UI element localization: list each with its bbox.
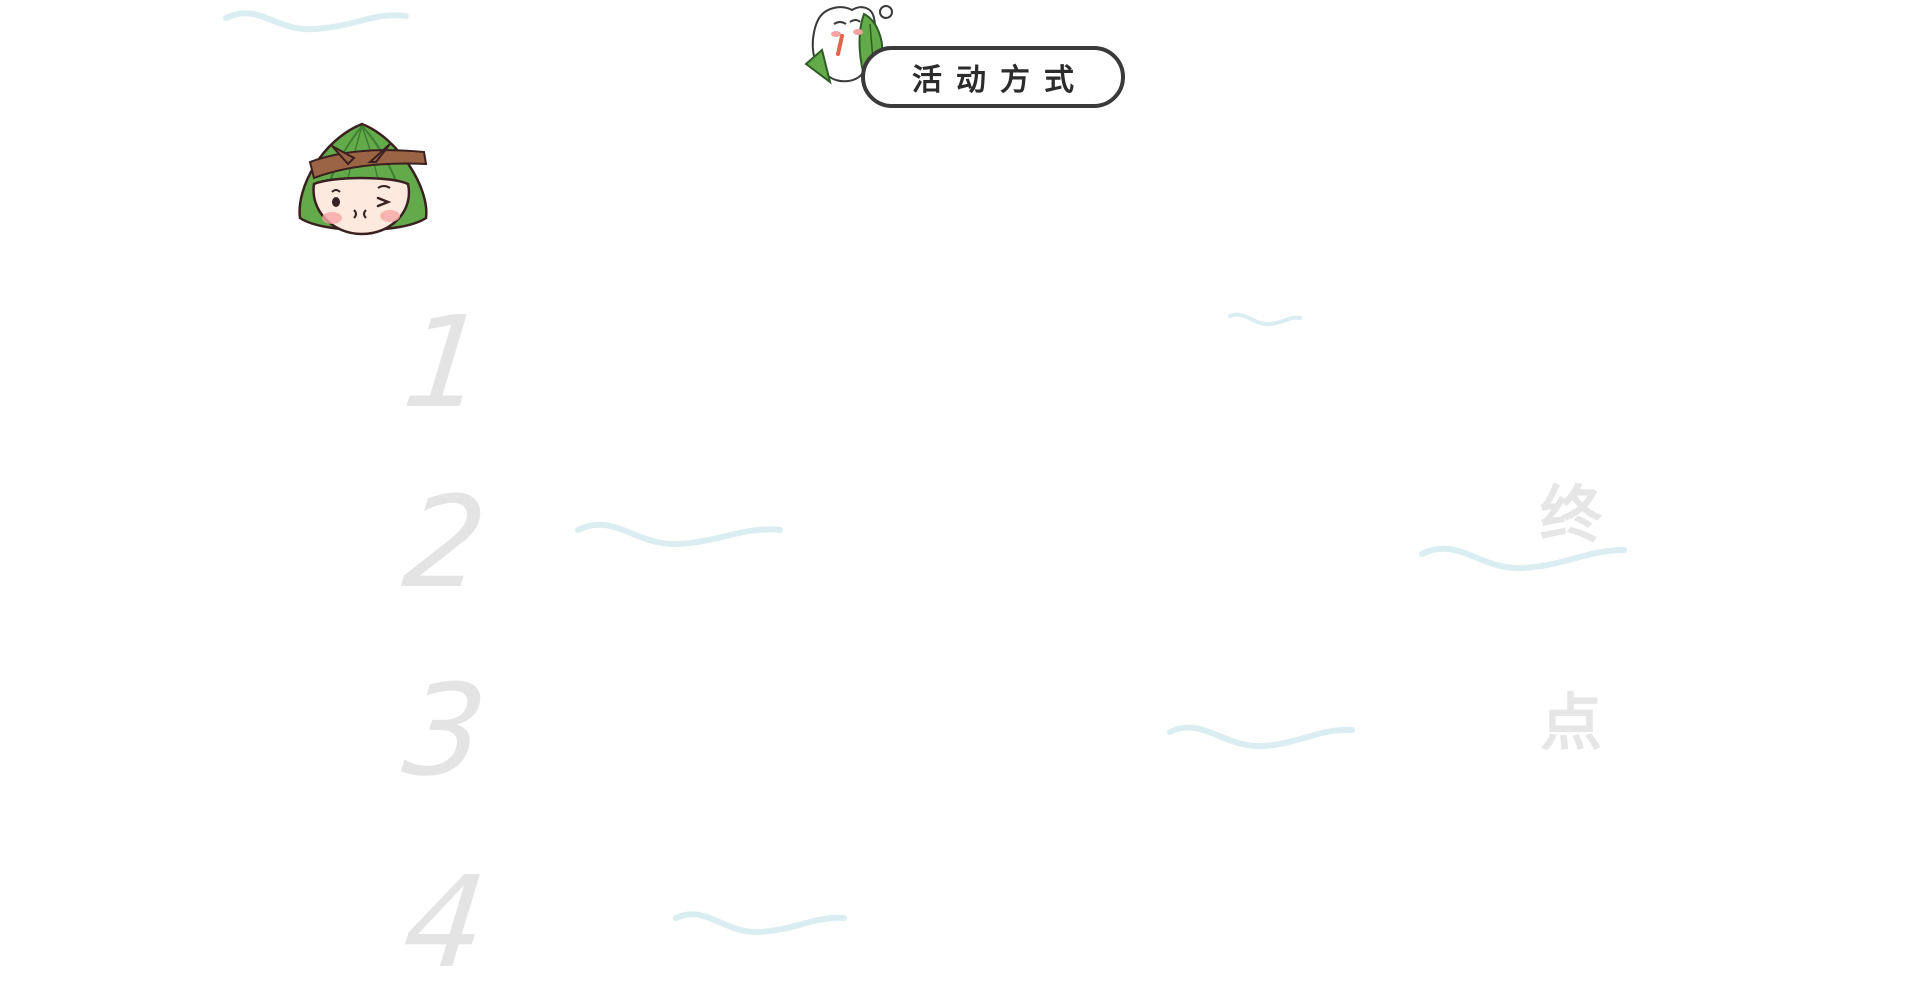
step-number-1: 1 [397, 289, 493, 436]
tooth-with-zongzi-leaf-icon [804, 5, 893, 85]
side-char-dian: 点 [1539, 686, 1602, 759]
wave-decoration-upper-right-small [1228, 312, 1302, 327]
wave-decoration-middle-right [1419, 545, 1627, 572]
section-title: 活动方式 [912, 63, 1088, 98]
wave-decoration-lower-center [1167, 724, 1355, 750]
section-title-pill: 活动方式 [861, 46, 1125, 108]
wave-decoration-bottom-left [673, 911, 847, 936]
step-number-2: 2 [397, 469, 493, 616]
wave-decoration-top-left [223, 10, 409, 33]
wave-decoration-middle-left [575, 521, 783, 548]
step-number-4: 4 [397, 849, 493, 996]
step-number-3: 3 [397, 657, 493, 804]
side-char-zhong: 终 [1539, 478, 1602, 551]
zongzi-character-icon [298, 122, 428, 236]
